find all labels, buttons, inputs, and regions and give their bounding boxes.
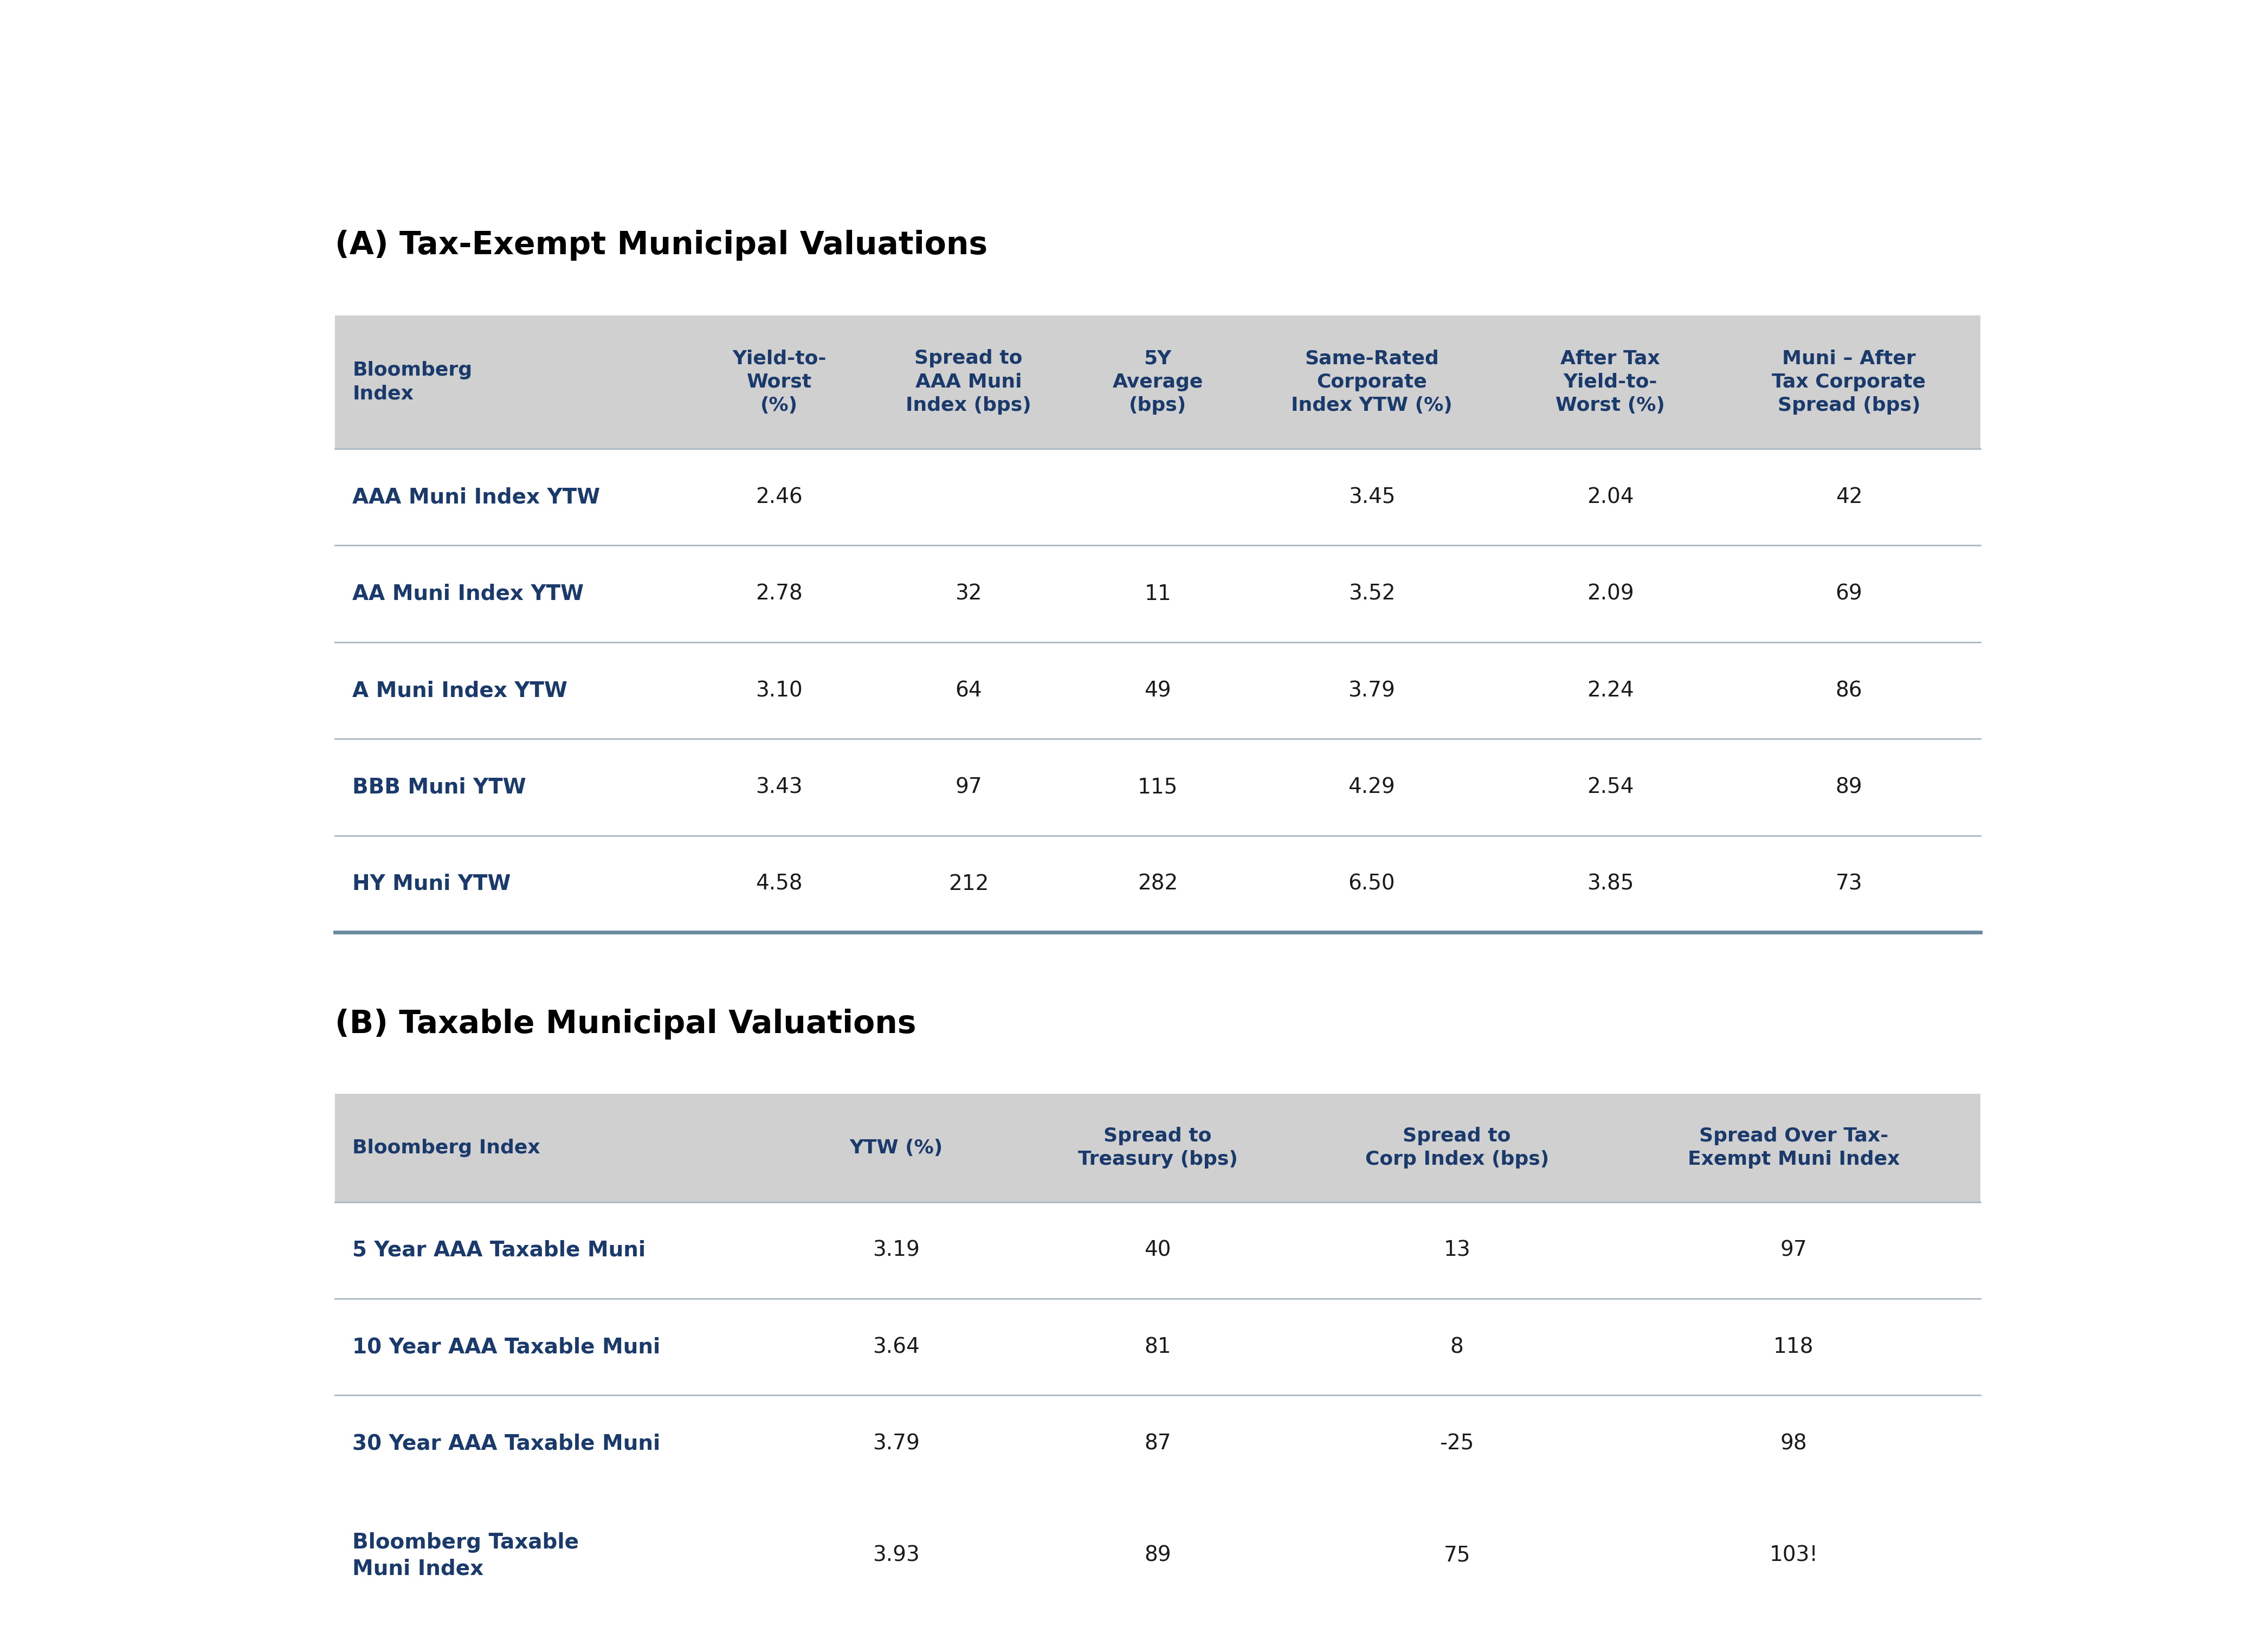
Text: 3.45: 3.45	[1349, 487, 1396, 507]
Text: (B) Taxable Municipal Valuations: (B) Taxable Municipal Valuations	[334, 1008, 917, 1039]
Text: Bloomberg
Index: Bloomberg Index	[352, 362, 472, 403]
Text: 81: 81	[1145, 1336, 1170, 1358]
Text: 13: 13	[1444, 1241, 1471, 1260]
Text: A Muni Index YTW: A Muni Index YTW	[352, 681, 567, 700]
Text: (A) Tax-Exempt Municipal Valuations: (A) Tax-Exempt Municipal Valuations	[334, 230, 987, 261]
Bar	[334, 316, 1981, 449]
Text: 118: 118	[1773, 1336, 1814, 1358]
Text: 2.09: 2.09	[1586, 583, 1633, 605]
Text: Spread to
Treasury (bps): Spread to Treasury (bps)	[1078, 1127, 1238, 1170]
Text: Bloomberg Taxable
Muni Index: Bloomberg Taxable Muni Index	[352, 1531, 578, 1579]
Text: 2.78: 2.78	[757, 583, 802, 605]
Text: Muni – After
Tax Corporate
Spread (bps): Muni – After Tax Corporate Spread (bps)	[1771, 349, 1927, 415]
Text: 2.24: 2.24	[1586, 681, 1633, 700]
Text: 75: 75	[1444, 1545, 1471, 1566]
Text: 3.85: 3.85	[1586, 874, 1633, 894]
Text: 10 Year AAA Taxable Muni: 10 Year AAA Taxable Muni	[352, 1336, 660, 1358]
Text: 3.10: 3.10	[757, 681, 802, 700]
Text: 42: 42	[1837, 487, 1861, 507]
Text: 69: 69	[1837, 583, 1861, 605]
Text: 3.93: 3.93	[872, 1545, 919, 1566]
Text: 115: 115	[1139, 776, 1177, 798]
Text: Yield-to-
Worst
(%): Yield-to- Worst (%)	[732, 349, 827, 415]
Text: 103!: 103!	[1769, 1545, 1818, 1566]
Text: Spread Over Tax-
Exempt Muni Index: Spread Over Tax- Exempt Muni Index	[1687, 1127, 1900, 1170]
Text: 212: 212	[949, 874, 989, 894]
Text: AAA Muni Index YTW: AAA Muni Index YTW	[352, 487, 601, 507]
Text: 2.54: 2.54	[1586, 776, 1633, 798]
Text: 73: 73	[1837, 874, 1861, 894]
Text: 8: 8	[1450, 1336, 1464, 1358]
Text: Spread to
Corp Index (bps): Spread to Corp Index (bps)	[1364, 1127, 1550, 1170]
Text: Spread to
AAA Muni
Index (bps): Spread to AAA Muni Index (bps)	[906, 349, 1032, 415]
Text: 2.04: 2.04	[1586, 487, 1633, 507]
Text: 87: 87	[1145, 1434, 1170, 1454]
Text: 98: 98	[1780, 1434, 1807, 1454]
Text: 2.46: 2.46	[757, 487, 802, 507]
Text: 89: 89	[1145, 1545, 1170, 1566]
Text: BBB Muni YTW: BBB Muni YTW	[352, 776, 526, 798]
Text: 282: 282	[1139, 874, 1177, 894]
Bar	[334, 1094, 1981, 1203]
Text: Same-Rated
Corporate
Index YTW (%): Same-Rated Corporate Index YTW (%)	[1290, 349, 1453, 415]
Text: 97: 97	[1780, 1241, 1807, 1260]
Text: -25: -25	[1439, 1434, 1475, 1454]
Text: 3.64: 3.64	[872, 1336, 919, 1358]
Text: 86: 86	[1837, 681, 1861, 700]
Text: 89: 89	[1837, 776, 1861, 798]
Text: 40: 40	[1145, 1241, 1170, 1260]
Text: 4.58: 4.58	[757, 874, 802, 894]
Text: 32: 32	[956, 583, 983, 605]
Text: 4.29: 4.29	[1349, 776, 1396, 798]
Text: 6.50: 6.50	[1349, 874, 1396, 894]
Text: 11: 11	[1145, 583, 1170, 605]
Text: 3.79: 3.79	[1349, 681, 1396, 700]
Text: HY Muni YTW: HY Muni YTW	[352, 874, 511, 894]
Text: YTW (%): YTW (%)	[849, 1138, 942, 1156]
Text: 97: 97	[956, 776, 983, 798]
Text: After Tax
Yield-to-
Worst (%): After Tax Yield-to- Worst (%)	[1556, 349, 1665, 415]
Text: 3.43: 3.43	[757, 776, 802, 798]
Text: 5Y
Average
(bps): 5Y Average (bps)	[1111, 349, 1204, 415]
Text: 3.52: 3.52	[1349, 583, 1396, 605]
Text: 3.19: 3.19	[872, 1241, 919, 1260]
Text: Bloomberg Index: Bloomberg Index	[352, 1138, 540, 1156]
Text: 5 Year AAA Taxable Muni: 5 Year AAA Taxable Muni	[352, 1241, 646, 1260]
Text: 64: 64	[956, 681, 983, 700]
Text: 3.79: 3.79	[872, 1434, 919, 1454]
Text: AA Muni Index YTW: AA Muni Index YTW	[352, 583, 583, 605]
Text: 49: 49	[1145, 681, 1170, 700]
Text: 30 Year AAA Taxable Muni: 30 Year AAA Taxable Muni	[352, 1434, 660, 1454]
